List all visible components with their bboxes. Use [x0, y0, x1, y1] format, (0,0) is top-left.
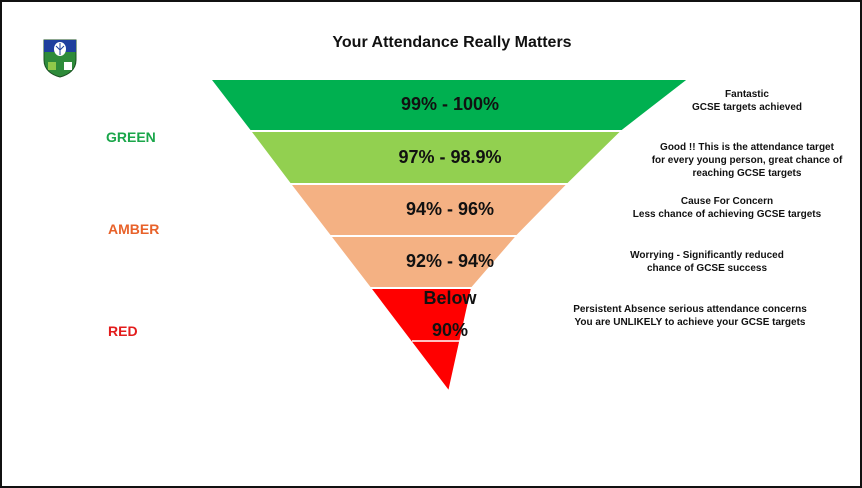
- band-label-green: GREEN: [106, 129, 156, 145]
- band-label-amber: AMBER: [108, 221, 160, 237]
- tier-5-note: Persistent Absence serious attendance co…: [573, 304, 807, 328]
- tier-5-range-line1: Below: [423, 288, 477, 308]
- page-title: Your Attendance Really Matters: [332, 34, 572, 51]
- tier-2-range: 97% - 98.9%: [398, 147, 502, 167]
- tier-2-note: Good !! This is the attendance target for…: [651, 142, 843, 179]
- tier-4-range: 92% - 94%: [405, 251, 495, 271]
- band-label-red: RED: [108, 323, 138, 339]
- tier-5-shape: [367, 287, 474, 395]
- tier-4-note: Worrying - Significantly reduced chance o…: [630, 250, 784, 274]
- tier-1-note: Fantastic GCSE targets achieved: [691, 89, 803, 113]
- tier-3-note: Cause For Concern Less chance of achievin…: [632, 196, 822, 220]
- school-crest-icon: [43, 39, 77, 78]
- tier-3-range: 94% - 96%: [405, 199, 495, 219]
- tier-1-range: 99% - 100%: [400, 94, 500, 114]
- tier-5-range-line2: 90%: [431, 320, 469, 340]
